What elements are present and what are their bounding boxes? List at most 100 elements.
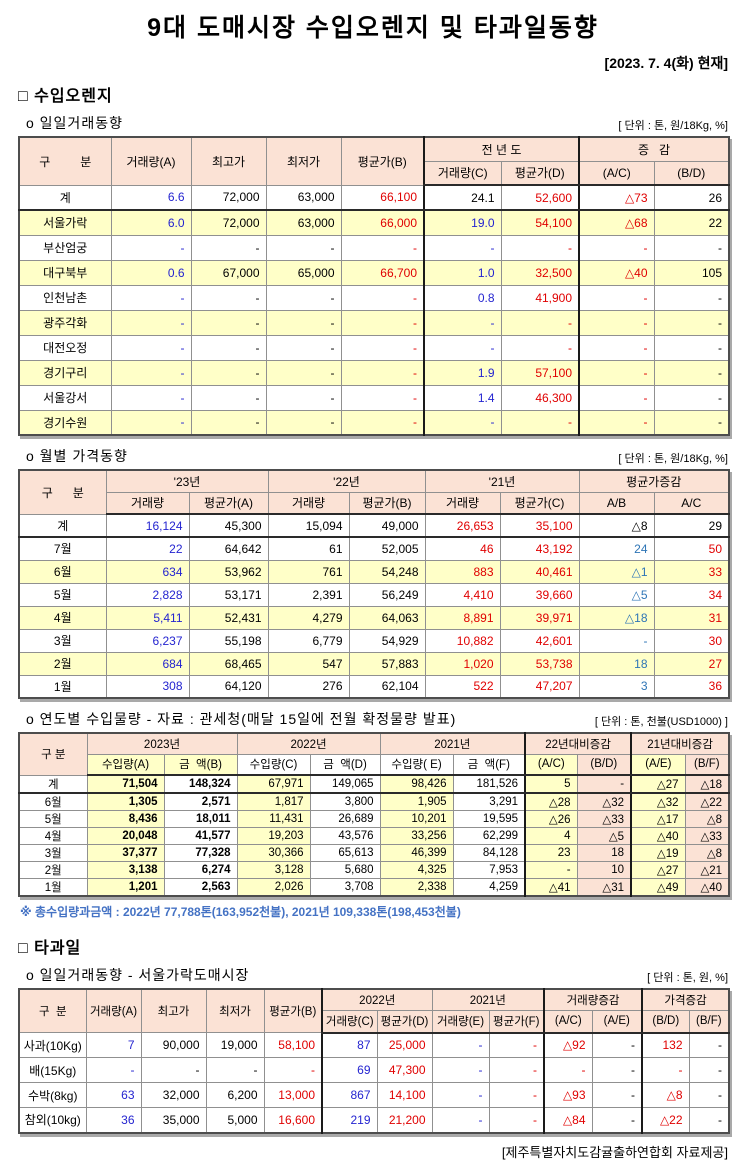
- table-row: 서울강서 - - - -1.4 46,300- -: [18, 384, 730, 411]
- data-cell: -: [653, 284, 730, 311]
- data-cell: 56,249: [348, 582, 426, 607]
- data-cell: 105: [653, 259, 730, 286]
- table-row: 5월 2,828 53,171 2,391 56,249 4,410 39,660 △5 34: [18, 582, 730, 607]
- section-heading-imported-orange: □ 수입오렌지: [18, 88, 113, 105]
- header-cell: 가격증감: [641, 988, 730, 1011]
- data-cell: -: [488, 1107, 545, 1133]
- table-row: 계 16,124 45,300 15,094 49,000 26,653 35,100 △8 2…: [18, 513, 730, 538]
- data-cell: -: [110, 359, 192, 386]
- table-row: 인천남촌 - - - -0.8 41,900- -: [18, 284, 730, 311]
- data-cell: -: [340, 234, 425, 261]
- data-cell: -: [591, 1032, 643, 1058]
- data-cell: 22: [653, 209, 730, 236]
- data-cell: -: [578, 359, 655, 386]
- data-cell: 16,600: [263, 1107, 323, 1133]
- total-import-footnote: ※ 총수입량과금액 : 2022년 77,788톤(163,952천불), 20…: [20, 904, 461, 919]
- header-cell: 평균가(F): [488, 1010, 545, 1034]
- table-row: 1월 1,201 2,563 2,026 3,708 2,338 4,259 △41 △31 △4…: [18, 877, 730, 896]
- data-cell: -: [488, 1032, 545, 1058]
- table-row: 6월 1,305 2,571 1,817 3,800 1,905 3,291 △28 △32 △3…: [18, 792, 730, 811]
- data-cell: 26,653: [424, 513, 501, 538]
- data-cell: 547: [267, 651, 350, 676]
- data-cell: 68,465: [188, 651, 269, 676]
- data-cell: -: [265, 309, 342, 336]
- data-cell: 0.8: [423, 284, 502, 311]
- data-cell: △92: [543, 1032, 593, 1058]
- table-row: 경기수원 - - - - - - - -: [18, 409, 730, 436]
- data-cell: 1,305: [86, 792, 165, 811]
- table-row: 5월 8,436 18,011 11,431 26,689 10,201 19,595 △26…: [18, 809, 730, 828]
- data-cell: 71,504: [86, 774, 165, 794]
- data-cell: △8: [641, 1082, 690, 1108]
- data-cell: -: [688, 1057, 730, 1083]
- data-cell: △8: [684, 843, 730, 862]
- other-fruit-table: 구 분 거래량(A) 최고가 최저가 평균가(B) 2022년 2021년 거래량증감 가격증감…: [18, 987, 731, 1134]
- data-cell: 29: [653, 513, 730, 538]
- header-cell: 거래량: [267, 491, 350, 515]
- row-label: 5월: [18, 582, 107, 607]
- table-row: 3월 37,377 77,328 30,366 65,613 46,399 84,128 23…: [18, 843, 730, 862]
- header-cell: 2023년: [86, 732, 238, 755]
- header-cell: (B/D): [576, 753, 632, 776]
- row-label: 경기수원: [18, 409, 112, 436]
- data-cell: -: [265, 284, 342, 311]
- row-label: 부산엄궁: [18, 234, 112, 261]
- header-cell: 구 분: [18, 469, 107, 515]
- data-cell: 8,436: [86, 809, 165, 828]
- header-row: 수입량(A) 금 액(B) 수입량(C) 금 액(D) 수입량( E) 금 액(F) (A/…: [19, 753, 730, 776]
- table-row: 3월 6,237 55,198 6,779 54,929 10,882 42,601-30: [18, 628, 730, 653]
- header-cell: 거래량(C): [321, 1010, 378, 1034]
- header-cell: 평균가증감: [578, 469, 730, 493]
- data-cell: 43,576: [309, 826, 381, 845]
- row-label: 서울강서: [18, 384, 112, 411]
- data-cell: 64,642: [188, 536, 269, 561]
- header-cell: 2022년: [320, 988, 433, 1011]
- data-cell: △26: [524, 809, 578, 828]
- row-label: 2월: [18, 860, 88, 879]
- data-cell: 1,201: [86, 877, 165, 896]
- data-cell: -: [653, 384, 730, 411]
- data-cell: -: [85, 1057, 142, 1083]
- row-label: 경기구리: [18, 359, 112, 386]
- data-cell: -: [265, 359, 342, 386]
- data-cell: 2,828: [105, 582, 190, 607]
- data-cell: △5: [578, 582, 655, 607]
- data-cell: 6.0: [110, 209, 192, 236]
- data-cell: △41: [524, 877, 578, 896]
- row-label: 계: [18, 184, 112, 211]
- data-cell: -: [340, 334, 425, 361]
- data-cell: 35,000: [140, 1107, 207, 1133]
- data-cell: 21,200: [376, 1107, 433, 1133]
- data-cell: 14,100: [376, 1082, 433, 1108]
- data-cell: -: [578, 628, 655, 653]
- data-cell: 867: [321, 1082, 378, 1108]
- data-cell: 47,207: [499, 674, 580, 699]
- header-cell: 구 분: [18, 136, 112, 186]
- data-cell: 4,259: [452, 877, 526, 896]
- data-cell: 3,128: [236, 860, 311, 879]
- data-cell: 53,962: [188, 559, 269, 584]
- data-cell: 5,000: [205, 1107, 265, 1133]
- row-label: 3월: [18, 843, 88, 862]
- data-cell: 0.6: [110, 259, 192, 286]
- header-cell: 금 액(B): [163, 753, 238, 776]
- data-cell: 62,299: [452, 826, 526, 845]
- data-cell: △8: [578, 513, 655, 538]
- data-cell: 3,708: [309, 877, 381, 896]
- data-cell: 24: [578, 536, 655, 561]
- monthly-price-table: 구 분 '23년 '22년 '21년 평균가증감 거래량 평균가(A) 거래량 평균가(B) 거래…: [18, 469, 731, 699]
- data-cell: 33: [653, 559, 730, 584]
- table-row: 4월 20,048 41,577 19,203 43,576 33,256 62,299 4 △…: [18, 826, 730, 845]
- data-cell: -: [431, 1107, 490, 1133]
- data-cell: 67,971: [236, 774, 311, 794]
- data-cell: △18: [684, 774, 730, 794]
- data-cell: -: [688, 1107, 730, 1133]
- data-cell: △40: [578, 259, 655, 286]
- data-cell: -: [340, 409, 425, 436]
- data-cell: 4,410: [424, 582, 501, 607]
- header-cell: A/C: [653, 491, 730, 515]
- data-cell: △33: [684, 826, 730, 845]
- data-cell: △27: [630, 860, 686, 879]
- data-cell: 25,000: [376, 1032, 433, 1058]
